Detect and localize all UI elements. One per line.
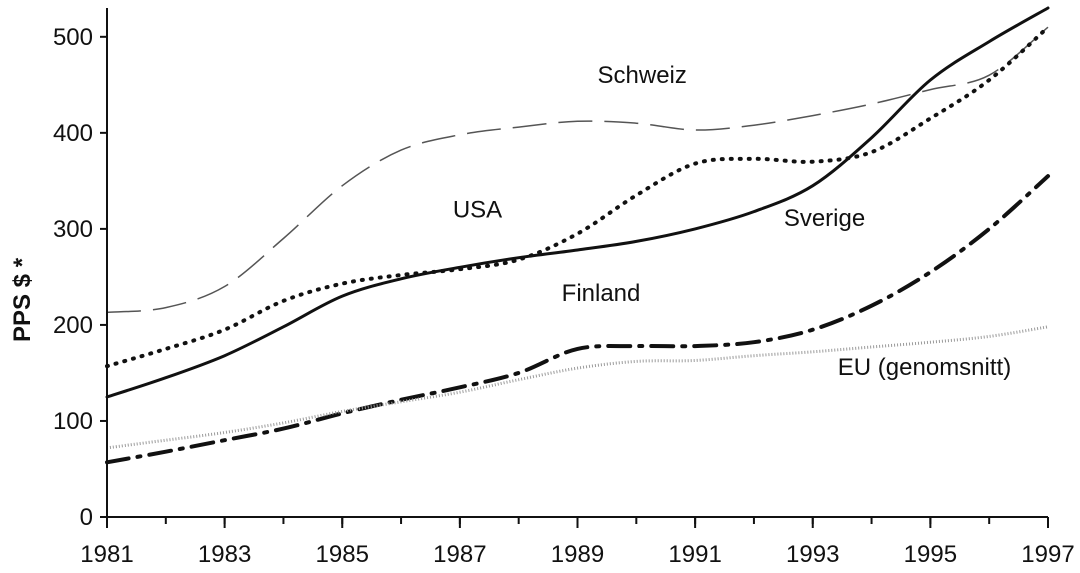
x-tick-label: 1987 — [433, 541, 486, 568]
series-label-finland: Finland — [562, 280, 641, 307]
series-line-schweiz — [106, 26, 1049, 314]
series-line-usa — [105, 25, 1050, 369]
y-tick-label: 400 — [53, 120, 93, 147]
y-tick-label: 500 — [53, 24, 93, 51]
y-tick-label: 0 — [80, 504, 93, 531]
series-line-finland — [105, 174, 1050, 465]
x-tick-label: 1985 — [316, 541, 369, 568]
series-label-usa: USA — [453, 196, 502, 223]
y-tick-label: 300 — [53, 216, 93, 243]
series-line-eu-genomsnitt — [106, 325, 1049, 450]
x-tick-label: 1995 — [904, 541, 957, 568]
y-tick-label: 200 — [53, 312, 93, 339]
series-label-schweiz: Schweiz — [598, 62, 687, 89]
x-tick-label: 1997 — [1021, 541, 1074, 568]
x-tick-label: 1991 — [668, 541, 721, 568]
series-label-sverige: Sverige — [784, 205, 865, 232]
series-line-sverige — [105, 6, 1050, 399]
y-axis-title: PPS $ * — [9, 257, 36, 342]
x-tick-label: 1981 — [80, 541, 133, 568]
x-tick-label: 1983 — [198, 541, 251, 568]
x-tick-label: 1989 — [551, 541, 604, 568]
y-tick-label: 100 — [53, 408, 93, 435]
series-label-eu-genomsnitt: EU (genomsnitt) — [838, 354, 1011, 381]
x-tick-label: 1993 — [786, 541, 839, 568]
